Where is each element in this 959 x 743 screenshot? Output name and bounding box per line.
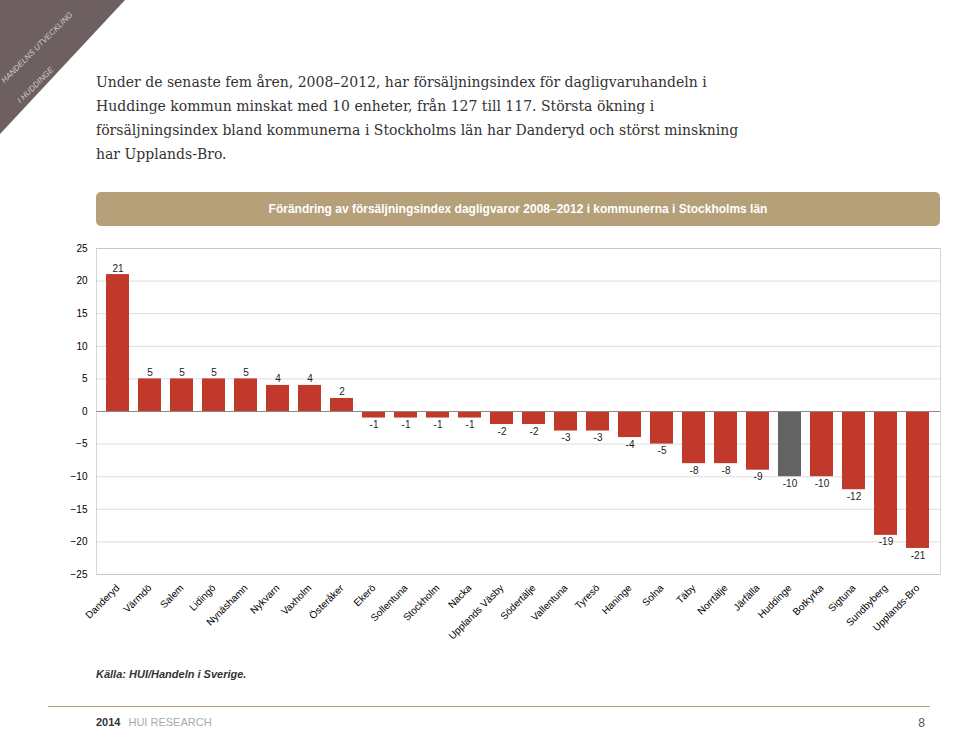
svg-text:2: 2 bbox=[339, 386, 345, 397]
svg-text:15: 15 bbox=[76, 308, 88, 319]
svg-text:-2: -2 bbox=[530, 426, 539, 437]
svg-text:-10: -10 bbox=[815, 478, 830, 489]
svg-text:5: 5 bbox=[243, 367, 249, 378]
svg-text:-1: -1 bbox=[466, 419, 475, 430]
svg-text:Nykvarn: Nykvarn bbox=[248, 582, 282, 616]
svg-text:−25: −25 bbox=[71, 569, 88, 580]
svg-text:Södertälje: Södertälje bbox=[498, 582, 538, 622]
svg-text:Huddinge: Huddinge bbox=[756, 582, 794, 620]
svg-text:-9: -9 bbox=[754, 471, 763, 482]
svg-text:5: 5 bbox=[147, 367, 153, 378]
svg-text:4: 4 bbox=[307, 373, 313, 384]
svg-text:−20: −20 bbox=[71, 536, 88, 547]
svg-text:0: 0 bbox=[82, 406, 88, 417]
svg-text:Sigtuna: Sigtuna bbox=[826, 582, 858, 614]
svg-text:−15: −15 bbox=[71, 504, 88, 515]
svg-text:25: 25 bbox=[76, 243, 88, 254]
svg-text:-8: -8 bbox=[722, 465, 731, 476]
svg-text:Salem: Salem bbox=[158, 582, 186, 610]
svg-text:-1: -1 bbox=[402, 419, 411, 430]
svg-text:Täby: Täby bbox=[674, 582, 698, 606]
html-text:8: 8 bbox=[918, 716, 925, 730]
html-text:har Upplands-Bro.: har Upplands-Bro. bbox=[96, 146, 227, 162]
svg-text:-1: -1 bbox=[370, 419, 379, 430]
svg-text:Värmdö: Värmdö bbox=[121, 582, 154, 615]
html-text:försäljningsindex bland kommun: försäljningsindex bland kommunerna i Sto… bbox=[96, 122, 739, 138]
html-text:HUI RESEARCH: HUI RESEARCH bbox=[128, 716, 212, 728]
svg-text:Lidingö: Lidingö bbox=[187, 582, 218, 613]
svg-text:-3: -3 bbox=[562, 432, 571, 443]
svg-text:Tyresö: Tyresö bbox=[573, 582, 602, 611]
html-text:HANDELNS UTVECKLING: HANDELNS UTVECKLING bbox=[0, 10, 75, 85]
svg-text:Danderyd: Danderyd bbox=[83, 582, 121, 620]
svg-text:−5: −5 bbox=[76, 438, 88, 449]
svg-text:-5: -5 bbox=[658, 445, 667, 456]
svg-text:21: 21 bbox=[112, 263, 124, 274]
svg-text:-3: -3 bbox=[594, 432, 603, 443]
svg-text:−10: −10 bbox=[71, 471, 88, 482]
html-text:Förändring av försäljningsinde: Förändring av försäljningsindex dagligva… bbox=[268, 202, 768, 216]
html-text:Under de senaste fem åren, 200: Under de senaste fem åren, 2008–2012, ha… bbox=[96, 74, 707, 90]
html-text:I HUDDINGE: I HUDDINGE bbox=[15, 65, 56, 105]
svg-text:5: 5 bbox=[179, 367, 185, 378]
svg-text:Vallentuna: Vallentuna bbox=[529, 582, 570, 623]
svg-text:Botkyrka: Botkyrka bbox=[790, 582, 826, 618]
svg-text:Stockholm: Stockholm bbox=[401, 582, 442, 623]
svg-text:5: 5 bbox=[211, 367, 217, 378]
html-text:Huddinge kommun minskat med 10: Huddinge kommun minskat med 10 enheter, … bbox=[96, 98, 655, 114]
svg-text:-8: -8 bbox=[690, 465, 699, 476]
svg-text:Sundbyberg: Sundbyberg bbox=[843, 582, 890, 629]
svg-text:-4: -4 bbox=[626, 439, 635, 450]
svg-text:5: 5 bbox=[82, 373, 88, 384]
svg-text:-2: -2 bbox=[498, 426, 507, 437]
svg-text:Järfälla: Järfälla bbox=[731, 582, 762, 613]
html-text:2014: 2014 bbox=[96, 716, 121, 728]
svg-text:Nynäshamn: Nynäshamn bbox=[204, 582, 250, 628]
svg-text:Sollentuna: Sollentuna bbox=[368, 582, 410, 624]
svg-text:-1: -1 bbox=[434, 419, 443, 430]
svg-text:10: 10 bbox=[76, 341, 88, 352]
svg-text:Upplands-Bro: Upplands-Bro bbox=[871, 582, 922, 633]
svg-text:Haninge: Haninge bbox=[600, 582, 634, 616]
svg-text:-12: -12 bbox=[847, 491, 862, 502]
svg-text:Ekerö: Ekerö bbox=[351, 582, 378, 609]
html-text:Källa: HUI/Handeln i Sverige.: Källa: HUI/Handeln i Sverige. bbox=[96, 668, 247, 680]
svg-text:-19: -19 bbox=[879, 536, 894, 547]
svg-text:Norrtälje: Norrtälje bbox=[695, 582, 730, 617]
svg-text:Upplands Väsby: Upplands Väsby bbox=[446, 582, 505, 641]
svg-text:Solna: Solna bbox=[640, 582, 666, 608]
svg-text:4: 4 bbox=[275, 373, 281, 384]
svg-text:-21: -21 bbox=[911, 550, 926, 561]
svg-text:Nacka: Nacka bbox=[446, 582, 474, 610]
svg-text:-10: -10 bbox=[783, 478, 798, 489]
svg-text:Vaxholm: Vaxholm bbox=[278, 582, 314, 617]
svg-text:Österåker: Österåker bbox=[307, 582, 346, 621]
svg-text:20: 20 bbox=[76, 275, 88, 286]
